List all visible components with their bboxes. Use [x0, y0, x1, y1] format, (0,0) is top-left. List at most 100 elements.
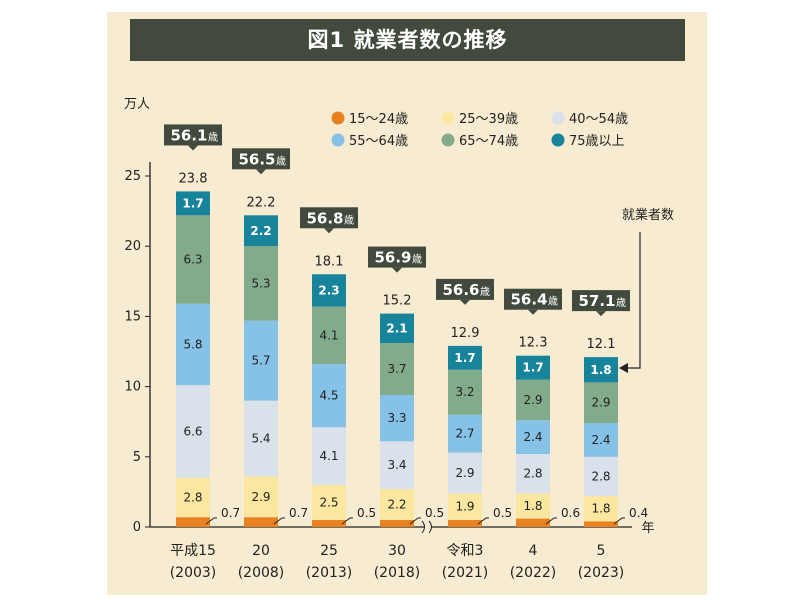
y-tick-label-2: 10	[124, 380, 141, 395]
average-age-pointer	[324, 228, 334, 234]
bar-segment	[244, 400, 278, 477]
y-tick-label-5: 25	[124, 169, 141, 184]
labels: 0.72.86.65.86.31.723.856.1 歳平成15(2003)0.7…	[164, 124, 674, 581]
segment-value-label: 4.5	[319, 389, 338, 403]
bar-segment	[584, 382, 618, 424]
bar-segment	[176, 477, 210, 518]
average-age-box	[572, 290, 630, 312]
y-tick-label-1: 5	[133, 450, 141, 465]
segment-value-label: 0.5	[493, 506, 512, 520]
segment-value-label: 2.9	[251, 490, 270, 504]
bar-segment	[584, 357, 618, 383]
category-label: 4	[529, 543, 538, 559]
average-age-pointer	[392, 267, 402, 273]
leader-line	[409, 517, 421, 525]
segment-value-label: 4.1	[319, 328, 338, 342]
bar-segment	[176, 215, 210, 304]
average-age-pointer	[188, 145, 198, 151]
bar-segment	[380, 489, 414, 520]
segment-value-label: 0.6	[561, 506, 580, 520]
segment-value-label: 2.3	[318, 283, 339, 297]
average-age-box	[300, 207, 358, 229]
total-label: 15.2	[383, 294, 412, 309]
category-year-label: (2018)	[374, 565, 421, 581]
leader-line	[273, 517, 285, 525]
legend-swatch	[441, 133, 455, 147]
x-axis-label: 年	[641, 521, 654, 536]
category-year-label: (2021)	[442, 565, 489, 581]
bar-segment	[312, 274, 346, 307]
total-label: 23.8	[179, 171, 208, 186]
axis-break-mark	[421, 520, 425, 534]
bar-segment	[516, 518, 550, 527]
total-label: 22.2	[247, 195, 276, 210]
legend-swatch	[551, 111, 565, 125]
category-year-label: (2008)	[238, 565, 285, 581]
category-label: 30	[388, 543, 406, 559]
leader-line	[477, 517, 489, 525]
bar-segment	[176, 303, 210, 386]
bars	[176, 191, 618, 527]
y-tick-label-3: 15	[124, 309, 141, 324]
segment-value-label: 0.5	[357, 506, 376, 520]
bar-segment	[312, 484, 346, 520]
average-age-pointer	[256, 169, 266, 175]
category-year-label: (2022)	[510, 565, 557, 581]
bar-segment	[516, 453, 550, 494]
segment-value-label: 2.1	[386, 321, 407, 335]
segment-value-label: 1.8	[591, 502, 610, 516]
segment-value-label: 6.6	[183, 425, 202, 439]
annotation-arrow	[623, 232, 641, 369]
average-age-unit: 歳	[276, 155, 286, 167]
segment-value-label: 3.3	[387, 411, 406, 425]
segment-value-label: 5.4	[251, 432, 270, 446]
leader-line	[545, 517, 557, 525]
average-age-value: 56.1	[170, 126, 207, 144]
bar-segment	[516, 355, 550, 380]
bar-segment	[244, 476, 278, 518]
average-age-value: 56.5	[238, 150, 275, 168]
y-tick-label-4: 20	[124, 239, 141, 254]
segment-value-label: 2.9	[523, 393, 542, 407]
y-axis-label: 万人	[124, 97, 150, 112]
bar-segment	[244, 246, 278, 321]
segment-value-label: 0.5	[425, 506, 444, 520]
category-label: 25	[320, 543, 338, 559]
segment-value-label: 4.1	[319, 449, 338, 463]
segment-value-label: 0.7	[289, 506, 308, 520]
bar-segment	[448, 452, 482, 494]
legend-label: 75歳以上	[569, 134, 625, 149]
segment-value-label: 2.4	[591, 433, 610, 447]
total-label: 12.3	[519, 336, 548, 351]
bar-segment	[448, 414, 482, 453]
legend-swatch	[551, 133, 565, 147]
average-age-unit: 歳	[616, 297, 626, 309]
segment-value-label: 1.8	[590, 363, 611, 377]
annotation-label: 就業者数	[622, 207, 674, 223]
bar-segment	[448, 519, 482, 527]
average-age-unit: 歳	[548, 296, 558, 308]
legend-swatch	[441, 111, 455, 125]
title-banner	[130, 19, 685, 61]
segment-value-label: 1.9	[455, 500, 474, 514]
average-age-value: 56.8	[306, 209, 343, 227]
legend-label: 15〜24歳	[349, 112, 408, 127]
bar-segment	[244, 517, 278, 527]
bar-segment	[244, 320, 278, 401]
average-age-pointer	[528, 309, 538, 315]
segment-value-label: 2.9	[591, 396, 610, 410]
category-year-label: (2003)	[170, 565, 217, 581]
leader-line	[341, 517, 353, 525]
segment-value-label: 5.7	[251, 354, 270, 368]
segment-value-label: 2.9	[455, 466, 474, 480]
segment-value-label: 5.8	[183, 337, 202, 351]
average-age-value: 56.4	[510, 291, 547, 309]
bar-segment	[516, 493, 550, 519]
legend-label: 40〜54歳	[569, 112, 628, 127]
bar-segment	[584, 496, 618, 522]
total-label: 18.1	[315, 254, 344, 269]
category-year-label: (2013)	[306, 565, 353, 581]
segment-value-label: 2.5	[319, 495, 338, 509]
bar-segment	[380, 343, 414, 396]
